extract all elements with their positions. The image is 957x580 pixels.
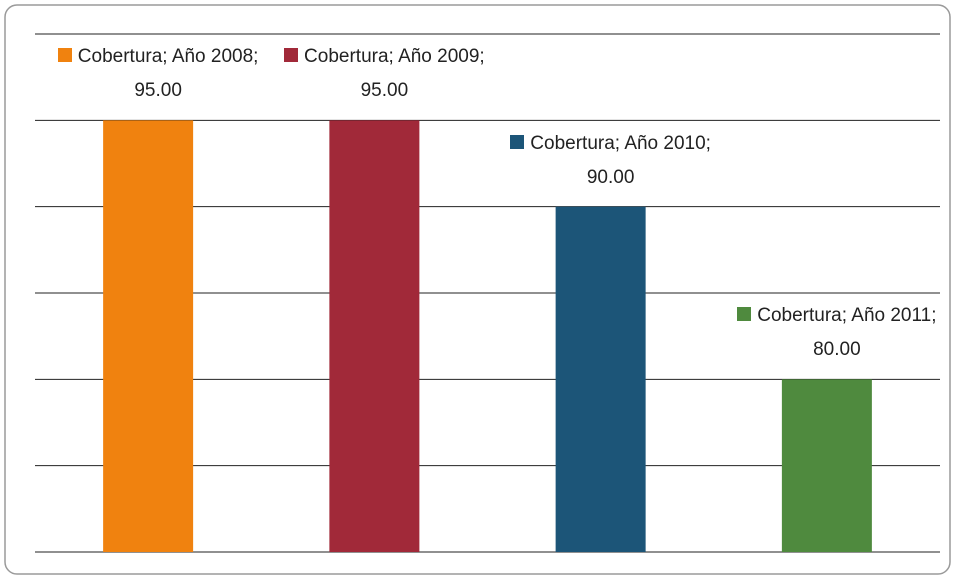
value-label: 95.00 [134, 80, 182, 102]
legend-swatch [510, 134, 525, 149]
separator: ; [705, 132, 711, 154]
series-name: Cobertura [530, 132, 615, 154]
category: Año 2010 [624, 132, 706, 154]
legend-swatch [737, 307, 752, 322]
category: Año 2009 [398, 46, 480, 68]
separator: ; [479, 46, 485, 68]
separator: ; [841, 305, 852, 327]
data-label: Cobertura; Año 2010; 90.00 [506, 127, 716, 195]
separator: ; [388, 46, 399, 68]
chart-frame [4, 4, 951, 575]
value-label: 90.00 [586, 166, 635, 188]
category: Año 2008 [171, 46, 254, 68]
category: Año 2011 [851, 305, 932, 327]
bar [555, 206, 646, 552]
series-name: Cobertura [77, 46, 163, 68]
bar [103, 120, 194, 552]
series-name: Cobertura [757, 305, 842, 327]
value-label: 80.00 [813, 339, 861, 361]
data-label: Cobertura; Año 2009; 95.00 [279, 40, 489, 108]
data-label: Cobertura; Año 2008; 95.00 [53, 40, 263, 108]
separator: ; [253, 46, 259, 68]
separator: ; [162, 46, 172, 68]
separator: ; [931, 305, 937, 327]
series-name: Cobertura [304, 46, 389, 68]
legend-swatch [57, 48, 72, 63]
legend-swatch [284, 48, 299, 63]
separator: ; [614, 132, 625, 154]
data-label: Cobertura; Año 2011; 80.00 [732, 299, 942, 367]
bar [329, 120, 420, 552]
value-label: 95.00 [360, 80, 409, 102]
bar [781, 379, 872, 552]
